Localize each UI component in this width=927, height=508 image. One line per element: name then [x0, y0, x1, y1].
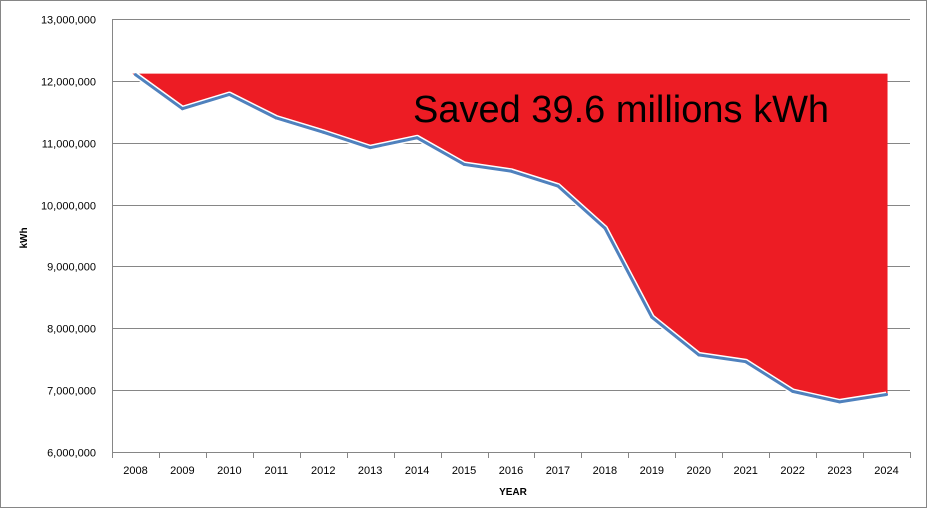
x-tick-label: 2009: [170, 465, 194, 477]
x-tick-label: 2018: [593, 465, 617, 477]
data-point: [744, 360, 748, 364]
x-tick-label: 2020: [687, 465, 711, 477]
y-tick-label: 11,000,000: [42, 139, 96, 151]
x-tick-label: 2023: [827, 465, 851, 477]
y-tick-label: 9,000,000: [47, 262, 96, 274]
data-point: [885, 392, 889, 396]
x-tick-label: 2015: [452, 465, 476, 477]
x-tick-labels: 2008 2009 2010 2011 2012 2013 2014 2015 2016 2017…: [123, 465, 899, 477]
x-tick-label: 2014: [405, 465, 429, 477]
data-point: [556, 184, 560, 188]
x-tick-label: 2013: [358, 465, 382, 477]
x-tick-label: 2008: [123, 465, 147, 477]
data-point: [133, 73, 137, 77]
data-point: [603, 226, 607, 230]
y-tick-label: 7,000,000: [47, 386, 96, 398]
data-point: [180, 107, 184, 111]
y-tick-label: 10,000,000: [41, 201, 96, 213]
savings-annotation: Saved 39.6 millions kWh: [413, 89, 829, 131]
y-tick-label: 6,000,000: [47, 448, 96, 460]
data-point: [321, 130, 325, 134]
y-tick-label: 12,000,000: [41, 77, 96, 89]
data-point: [274, 116, 278, 120]
x-tick-label: 2011: [264, 465, 288, 477]
x-axis-title: YEAR: [499, 487, 528, 498]
x-tick-label: 2024: [874, 465, 898, 477]
x-tick-label: 2016: [499, 465, 523, 477]
x-tick-label: 2010: [217, 465, 241, 477]
data-point: [368, 146, 372, 150]
data-point: [650, 315, 654, 319]
y-tick-label: 13,000,000: [41, 15, 96, 27]
axes: [112, 19, 911, 458]
y-axis-title: kWh: [19, 227, 30, 248]
x-tick-label: 2017: [546, 465, 570, 477]
data-point: [227, 92, 231, 96]
x-tick-label: 2021: [733, 465, 757, 477]
consumption-line: [133, 72, 889, 405]
x-tick-label: 2012: [311, 465, 335, 477]
y-tick-label: 8,000,000: [47, 324, 96, 336]
x-tick-label: 2019: [640, 465, 664, 477]
data-point: [791, 389, 795, 393]
data-point: [509, 169, 513, 173]
x-tick-label: 2022: [780, 465, 804, 477]
data-point: [838, 400, 842, 404]
data-point: [462, 162, 466, 166]
data-point: [697, 353, 701, 357]
y-tick-labels: 6,000,000 7,000,000 8,000,000 9,000,000 10,0…: [41, 15, 96, 460]
data-point: [415, 136, 419, 140]
